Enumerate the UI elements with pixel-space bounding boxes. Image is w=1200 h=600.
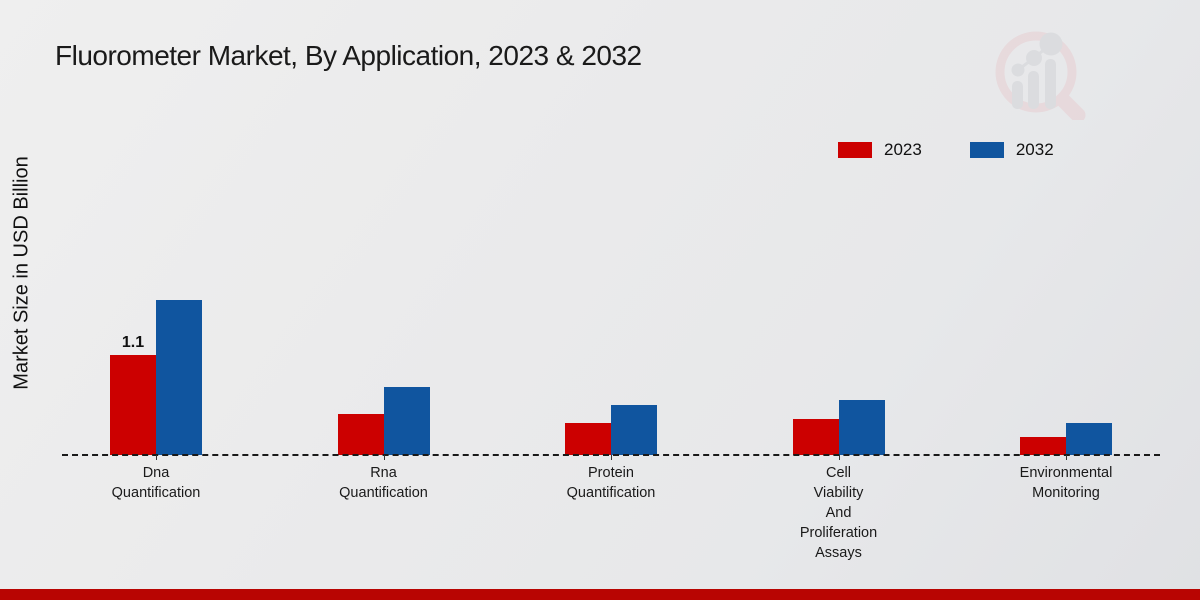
legend: 2023 2032	[838, 140, 1054, 160]
axis-tick	[156, 455, 157, 460]
bar-2023	[110, 355, 156, 455]
category-label: Rna Quantification	[339, 465, 428, 501]
bar-value-label: 1.1	[121, 334, 145, 351]
magnifier-bar-chart-logo-icon	[995, 31, 1086, 120]
bar-2032	[1066, 423, 1112, 455]
bar-2032	[383, 387, 430, 455]
footer-accent-bar	[0, 589, 1200, 600]
axis-tick	[838, 455, 840, 460]
bar-2023	[565, 423, 611, 455]
legend-item-2032: 2032	[969, 140, 1054, 160]
category-label: Protein Quantification	[566, 465, 656, 501]
bar-2032	[838, 400, 885, 455]
axis-tick	[611, 455, 612, 460]
bar-2032	[156, 300, 202, 455]
legend-label: 2032	[1015, 140, 1054, 159]
legend-label: 2023	[884, 140, 922, 159]
bar-2023	[1020, 437, 1066, 455]
axis-tick	[1066, 455, 1067, 460]
category-label: Dna Quantification	[111, 465, 201, 501]
y-axis-label: Market Size in USD Billion	[10, 156, 33, 390]
legend-swatch	[838, 142, 872, 158]
bar-2023	[337, 414, 384, 455]
bar-2032	[611, 405, 657, 455]
category-label: Environmental Monitoring	[1019, 465, 1113, 501]
axis-tick	[383, 455, 385, 460]
legend-item-2023: 2023	[838, 140, 922, 160]
plot-area: Dna Quantification Rna Quantification Prot…	[62, 120, 1160, 561]
category-label: Cell Viability And Proliferation Assays	[799, 465, 878, 561]
chart-title: Fluorometer Market, By Application, 2023…	[55, 40, 642, 71]
bar-2023	[792, 419, 839, 455]
legend-swatch	[969, 142, 1004, 158]
